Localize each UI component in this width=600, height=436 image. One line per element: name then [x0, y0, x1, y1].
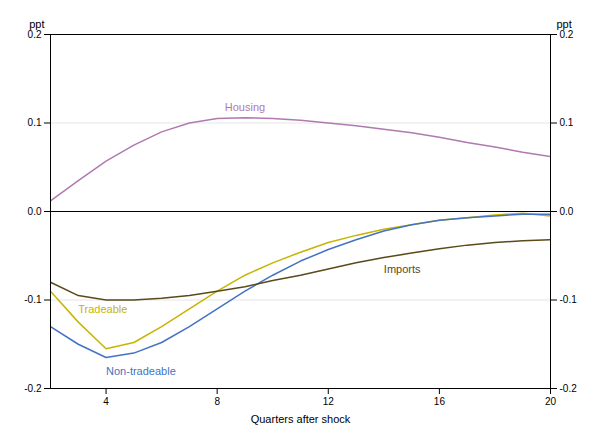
svg-text:-0.1: -0.1: [560, 294, 578, 305]
svg-text:0.1: 0.1: [28, 117, 42, 128]
svg-text:ppt: ppt: [557, 18, 572, 30]
svg-text:12: 12: [323, 396, 335, 407]
svg-text:0.0: 0.0: [560, 206, 574, 217]
svg-text:0.2: 0.2: [28, 29, 42, 40]
svg-text:4: 4: [103, 396, 109, 407]
svg-text:-0.1: -0.1: [24, 294, 42, 305]
svg-text:8: 8: [214, 396, 220, 407]
svg-text:ppt: ppt: [29, 18, 44, 30]
svg-text:20: 20: [545, 396, 557, 407]
svg-text:Imports: Imports: [384, 263, 421, 275]
svg-text:0.2: 0.2: [560, 29, 574, 40]
svg-text:Quarters after shock: Quarters after shock: [251, 413, 351, 425]
svg-text:-0.2: -0.2: [560, 383, 578, 394]
svg-text:0.0: 0.0: [28, 206, 42, 217]
svg-text:Housing: Housing: [225, 101, 265, 113]
svg-text:16: 16: [434, 396, 446, 407]
svg-text:0.1: 0.1: [560, 117, 574, 128]
svg-text:Non-tradeable: Non-tradeable: [106, 365, 176, 377]
svg-text:Tradeable: Tradeable: [78, 303, 127, 315]
svg-text:-0.2: -0.2: [24, 383, 42, 394]
